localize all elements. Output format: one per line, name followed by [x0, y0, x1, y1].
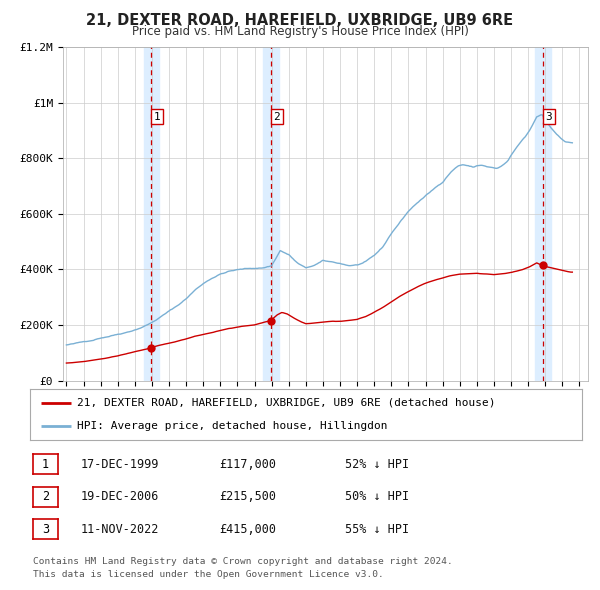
Text: 19-DEC-2006: 19-DEC-2006 [81, 490, 160, 503]
Bar [535, 47, 551, 381]
Text: £415,000: £415,000 [219, 523, 276, 536]
Text: 2: 2 [42, 490, 49, 503]
Text: 3: 3 [545, 112, 552, 122]
Text: £117,000: £117,000 [219, 458, 276, 471]
Text: Contains HM Land Registry data © Crown copyright and database right 2024.: Contains HM Land Registry data © Crown c… [33, 558, 453, 566]
Text: 11-NOV-2022: 11-NOV-2022 [81, 523, 160, 536]
Text: 52% ↓ HPI: 52% ↓ HPI [345, 458, 409, 471]
Text: This data is licensed under the Open Government Licence v3.0.: This data is licensed under the Open Gov… [33, 571, 384, 579]
Text: HPI: Average price, detached house, Hillingdon: HPI: Average price, detached house, Hill… [77, 421, 388, 431]
Text: 21, DEXTER ROAD, HAREFIELD, UXBRIDGE, UB9 6RE (detached house): 21, DEXTER ROAD, HAREFIELD, UXBRIDGE, UB… [77, 398, 496, 408]
Text: 55% ↓ HPI: 55% ↓ HPI [345, 523, 409, 536]
Text: 1: 1 [42, 458, 49, 471]
Text: 2: 2 [274, 112, 280, 122]
Bar [143, 47, 159, 381]
Text: 1: 1 [154, 112, 161, 122]
Text: 21, DEXTER ROAD, HAREFIELD, UXBRIDGE, UB9 6RE: 21, DEXTER ROAD, HAREFIELD, UXBRIDGE, UB… [86, 13, 514, 28]
Bar [263, 47, 278, 381]
Text: 17-DEC-1999: 17-DEC-1999 [81, 458, 160, 471]
Text: 50% ↓ HPI: 50% ↓ HPI [345, 490, 409, 503]
Text: 3: 3 [42, 523, 49, 536]
Text: £215,500: £215,500 [219, 490, 276, 503]
Text: Price paid vs. HM Land Registry's House Price Index (HPI): Price paid vs. HM Land Registry's House … [131, 25, 469, 38]
